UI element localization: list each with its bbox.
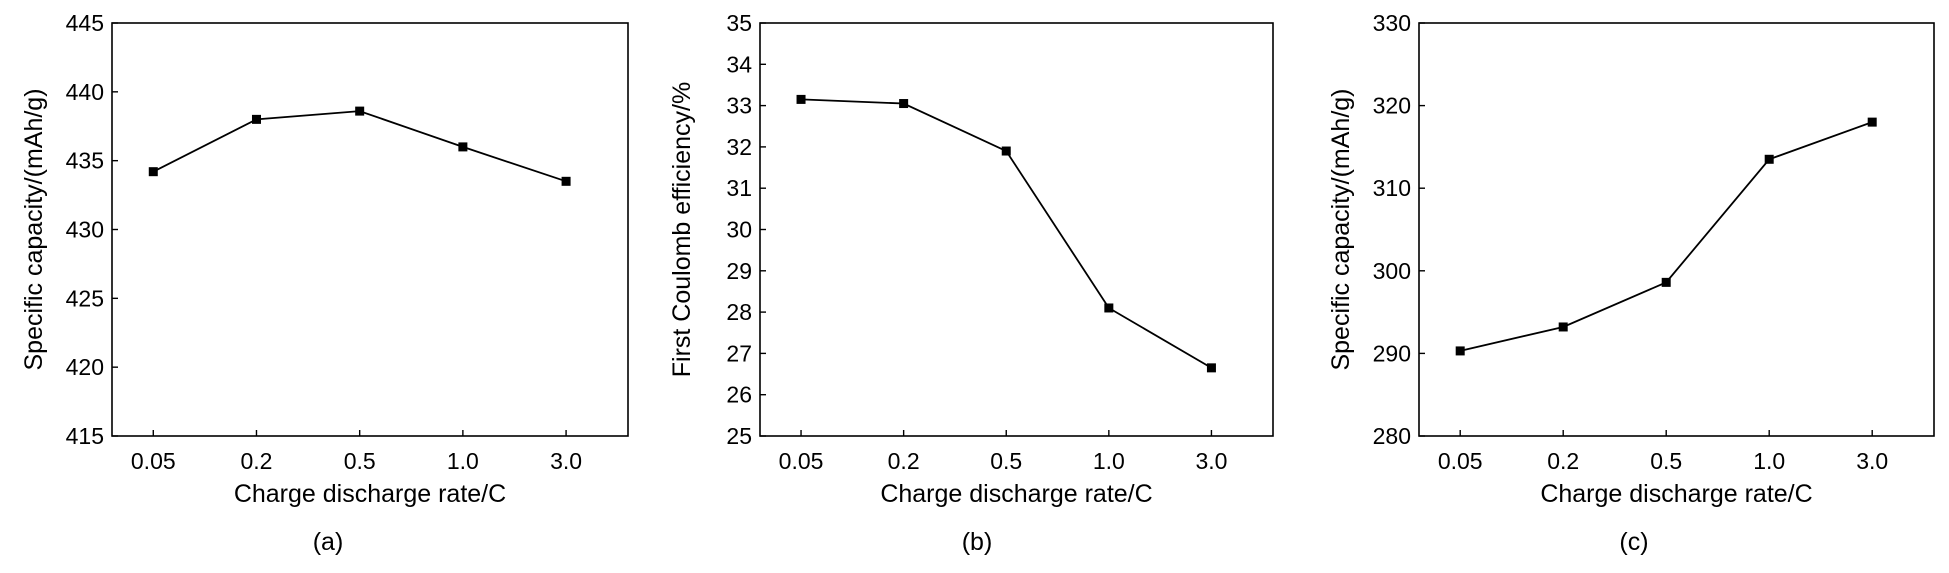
- y-tick-label: 28: [726, 299, 752, 325]
- data-point: [1661, 277, 1671, 287]
- data-point: [1764, 154, 1774, 164]
- y-tick-label: 310: [1373, 175, 1411, 201]
- x-tick-label: 0.2: [240, 448, 272, 474]
- y-tick-label: 430: [66, 217, 104, 243]
- x-tick-label: 0.5: [990, 448, 1022, 474]
- y-tick-label: 35: [726, 10, 752, 36]
- y-tick-label: 415: [66, 423, 104, 449]
- y-tick-label: 330: [1373, 10, 1411, 36]
- data-point: [355, 106, 365, 116]
- y-tick-label: 280: [1373, 423, 1411, 449]
- data-point: [1206, 363, 1216, 373]
- y-tick-label: 26: [726, 382, 752, 408]
- y-tick-label: 32: [726, 134, 752, 160]
- x-tick-label: 0.2: [888, 448, 920, 474]
- y-axis-label: Specific capacity/(mAh/g): [20, 88, 48, 370]
- data-point: [1104, 303, 1114, 313]
- y-tick-label: 34: [726, 51, 752, 77]
- x-tick-label: 1.0: [1093, 448, 1125, 474]
- series-line: [1459, 121, 1873, 352]
- x-tick-label: 0.5: [1650, 448, 1682, 474]
- y-axis-label: First Coulomb efficiency/%: [668, 82, 696, 377]
- x-axis-label: Charge discharge rate/C: [1540, 480, 1812, 508]
- y-tick-label: 420: [66, 354, 104, 380]
- series-line: [801, 98, 1212, 369]
- y-tick-label: 435: [66, 148, 104, 174]
- x-tick-label: 0.05: [779, 448, 824, 474]
- data-point: [251, 114, 261, 124]
- y-tick-label: 30: [726, 217, 752, 243]
- data-point: [796, 94, 806, 104]
- data-point: [1001, 146, 1011, 156]
- panel-caption: (a): [313, 528, 344, 556]
- y-tick-label: 25: [726, 423, 752, 449]
- y-tick-label: 300: [1373, 258, 1411, 284]
- series-line: [152, 110, 567, 183]
- chart-panel-1: 415 420 425 430 435 440 445 0.05 0.2 0.5 1.0 3.0 Cha…: [20, 10, 629, 556]
- data-point: [561, 176, 571, 186]
- x-tick-label: 3.0: [550, 448, 582, 474]
- plot-frame: [759, 22, 1274, 437]
- plot-frame: [111, 22, 629, 437]
- x-tick-label: 1.0: [447, 448, 479, 474]
- y-tick-label: 425: [66, 285, 104, 311]
- data-point: [1867, 117, 1877, 127]
- y-tick-label: 290: [1373, 340, 1411, 366]
- panel-caption: (c): [1619, 528, 1648, 556]
- x-tick-label: 0.5: [344, 448, 376, 474]
- y-tick-label: 27: [726, 340, 752, 366]
- data-point: [148, 167, 158, 177]
- x-axis-label: Charge discharge rate/C: [234, 480, 506, 508]
- x-axis-label: Charge discharge rate/C: [880, 480, 1152, 508]
- chart-panel-2: 25 26 27 28 29 30 31 32 33 34 35 0.05 0.2 0.5 1.0 3.0 Ch…: [668, 10, 1274, 556]
- y-tick-label: 29: [726, 258, 752, 284]
- data-point: [458, 142, 468, 152]
- y-tick-label: 445: [66, 10, 104, 36]
- chart-panel-3: 280 290 300 310 320 330 0.05 0.2 0.5 1.0 3.0 Charge…: [1327, 10, 1935, 556]
- y-tick-label: 440: [66, 79, 104, 105]
- data-point: [1455, 346, 1465, 356]
- x-tick-label: 3.0: [1856, 448, 1888, 474]
- x-tick-label: 0.05: [1438, 448, 1483, 474]
- x-tick-label: 0.05: [131, 448, 176, 474]
- y-tick-label: 33: [726, 93, 752, 119]
- data-point: [1558, 322, 1568, 332]
- data-point: [899, 99, 909, 109]
- y-tick-label: 31: [726, 175, 752, 201]
- x-tick-label: 1.0: [1753, 448, 1785, 474]
- panel-caption: (b): [962, 528, 993, 556]
- x-tick-label: 3.0: [1195, 448, 1227, 474]
- x-tick-label: 0.2: [1547, 448, 1579, 474]
- y-axis-label: Specific capacity/(mAh/g): [1327, 88, 1355, 370]
- plot-frame: [1418, 22, 1935, 437]
- y-tick-label: 320: [1373, 93, 1411, 119]
